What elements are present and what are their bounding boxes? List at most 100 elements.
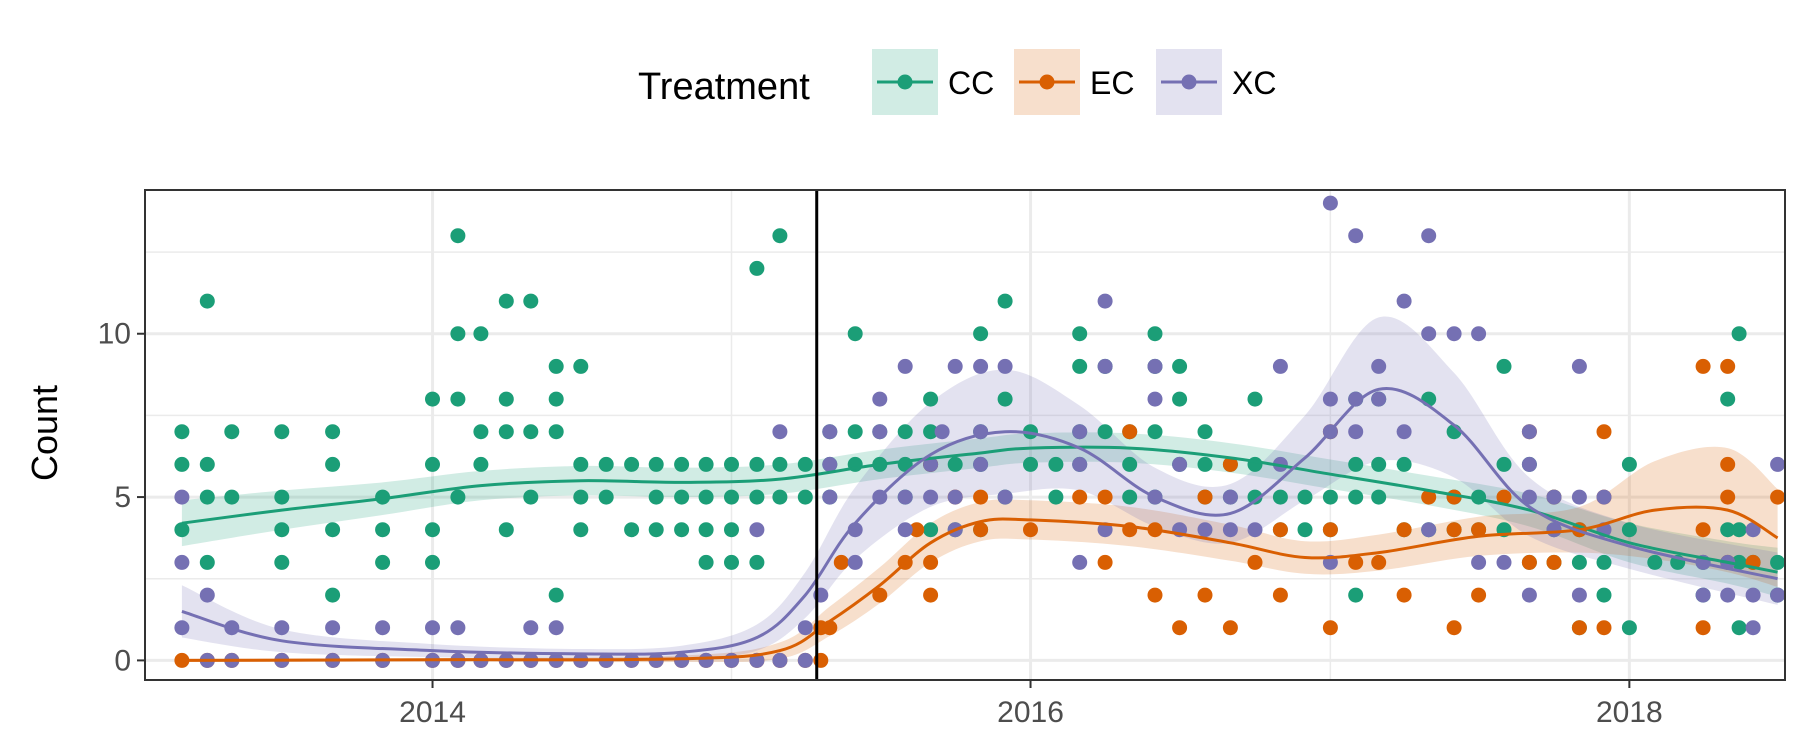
data-point-ec bbox=[1172, 620, 1188, 636]
data-point-cc bbox=[1348, 456, 1364, 472]
data-point-xc bbox=[923, 489, 939, 505]
data-point-cc bbox=[224, 489, 240, 505]
data-point-ec bbox=[1446, 522, 1462, 538]
data-point-xc bbox=[450, 620, 466, 636]
data-point-xc bbox=[1172, 456, 1188, 472]
data-point-cc bbox=[749, 260, 765, 276]
data-point-xc bbox=[1521, 489, 1537, 505]
smooth-line-ec bbox=[181, 505, 1779, 662]
data-point-xc bbox=[822, 424, 838, 440]
data-point-xc bbox=[897, 358, 913, 374]
data-point-ec bbox=[1147, 587, 1163, 603]
data-point-xc bbox=[1322, 195, 1338, 211]
data-point-cc bbox=[648, 456, 664, 472]
data-point-ec bbox=[1471, 587, 1487, 603]
data-point-cc bbox=[997, 293, 1013, 309]
confidence-band-cc bbox=[181, 432, 1778, 597]
data-point-cc bbox=[450, 228, 466, 244]
data-point-cc bbox=[498, 424, 514, 440]
data-point-cc bbox=[450, 489, 466, 505]
data-point-xc bbox=[1097, 522, 1113, 538]
legend-key-cc: CC bbox=[872, 49, 994, 115]
data-point-xc bbox=[749, 522, 765, 538]
data-point-cc bbox=[523, 293, 539, 309]
data-point-xc bbox=[425, 620, 440, 636]
smooth-lines bbox=[181, 386, 1779, 662]
data-point-xc bbox=[548, 620, 564, 636]
data-point-ec bbox=[1695, 620, 1711, 636]
data-point-ec bbox=[973, 522, 989, 538]
data-point-xc bbox=[1421, 228, 1437, 244]
data-point-ec bbox=[1720, 456, 1736, 472]
data-point-cc bbox=[498, 391, 514, 407]
data-point-xc bbox=[1695, 587, 1711, 603]
data-point-cc bbox=[375, 522, 391, 538]
data-point-xc bbox=[1322, 391, 1338, 407]
data-point-cc bbox=[523, 424, 539, 440]
data-point-cc bbox=[923, 391, 939, 407]
data-point-ec bbox=[1072, 489, 1088, 505]
data-point-cc bbox=[1621, 620, 1637, 636]
data-point-cc bbox=[548, 424, 564, 440]
data-point-ec bbox=[1396, 587, 1412, 603]
data-point-cc bbox=[1247, 489, 1263, 505]
data-point-cc bbox=[724, 554, 739, 570]
legend-label-xc: XC bbox=[1232, 65, 1276, 101]
data-point-cc bbox=[1496, 456, 1512, 472]
data-point-cc bbox=[450, 326, 466, 342]
data-point-cc bbox=[274, 489, 290, 505]
data-point-cc bbox=[1322, 489, 1338, 505]
data-point-xc bbox=[1222, 489, 1238, 505]
data-point-xc bbox=[872, 391, 888, 407]
data-point-cc bbox=[847, 326, 863, 342]
data-point-cc bbox=[174, 424, 190, 440]
data-point-ec bbox=[1421, 489, 1437, 505]
x-tick-label: 2016 bbox=[997, 696, 1064, 729]
data-point-cc bbox=[1731, 326, 1747, 342]
data-point-cc bbox=[624, 456, 640, 472]
data-point-ec bbox=[1695, 358, 1711, 374]
data-point-xc bbox=[1072, 424, 1088, 440]
data-point-xc bbox=[1247, 522, 1263, 538]
smooth-line-cc bbox=[181, 445, 1778, 574]
data-point-ec bbox=[923, 587, 939, 603]
x-tick-label: 2018 bbox=[1596, 696, 1663, 729]
data-point-cc bbox=[1720, 391, 1736, 407]
legend: Treatment CC EC XC bbox=[638, 49, 1276, 115]
data-point-cc bbox=[797, 489, 813, 505]
data-point-xc bbox=[1147, 391, 1163, 407]
data-point-cc bbox=[724, 522, 739, 538]
data-point-xc bbox=[274, 620, 290, 636]
data-point-xc bbox=[1197, 522, 1213, 538]
data-point-cc bbox=[1048, 456, 1064, 472]
data-point-xc bbox=[897, 522, 913, 538]
data-point-cc bbox=[548, 587, 564, 603]
data-point-cc bbox=[274, 554, 290, 570]
data-point-cc bbox=[325, 587, 341, 603]
data-point-cc bbox=[698, 456, 714, 472]
data-point-xc bbox=[1348, 228, 1364, 244]
data-point-cc bbox=[724, 489, 739, 505]
confidence-band-ec bbox=[181, 446, 1778, 663]
data-point-ec bbox=[1197, 489, 1213, 505]
data-point-cc bbox=[573, 522, 589, 538]
data-point-cc bbox=[473, 456, 489, 472]
data-point-cc bbox=[1172, 358, 1188, 374]
y-tick-label: 0 bbox=[114, 644, 131, 677]
data-point-xc bbox=[772, 424, 788, 440]
data-point-ec bbox=[1322, 620, 1338, 636]
data-point-xc bbox=[822, 489, 838, 505]
data-point-cc bbox=[199, 489, 215, 505]
y-tick-label: 5 bbox=[114, 481, 131, 514]
data-point-cc bbox=[1172, 391, 1188, 407]
plot-panel bbox=[144, 189, 1786, 681]
data-point-xc bbox=[1371, 391, 1387, 407]
data-point-cc bbox=[274, 424, 290, 440]
data-point-xc bbox=[674, 652, 690, 668]
data-point-ec bbox=[1770, 489, 1786, 505]
data-point-cc bbox=[1621, 522, 1637, 538]
data-point-cc bbox=[674, 456, 690, 472]
data-point-cc bbox=[473, 326, 489, 342]
data-point-cc bbox=[648, 522, 664, 538]
